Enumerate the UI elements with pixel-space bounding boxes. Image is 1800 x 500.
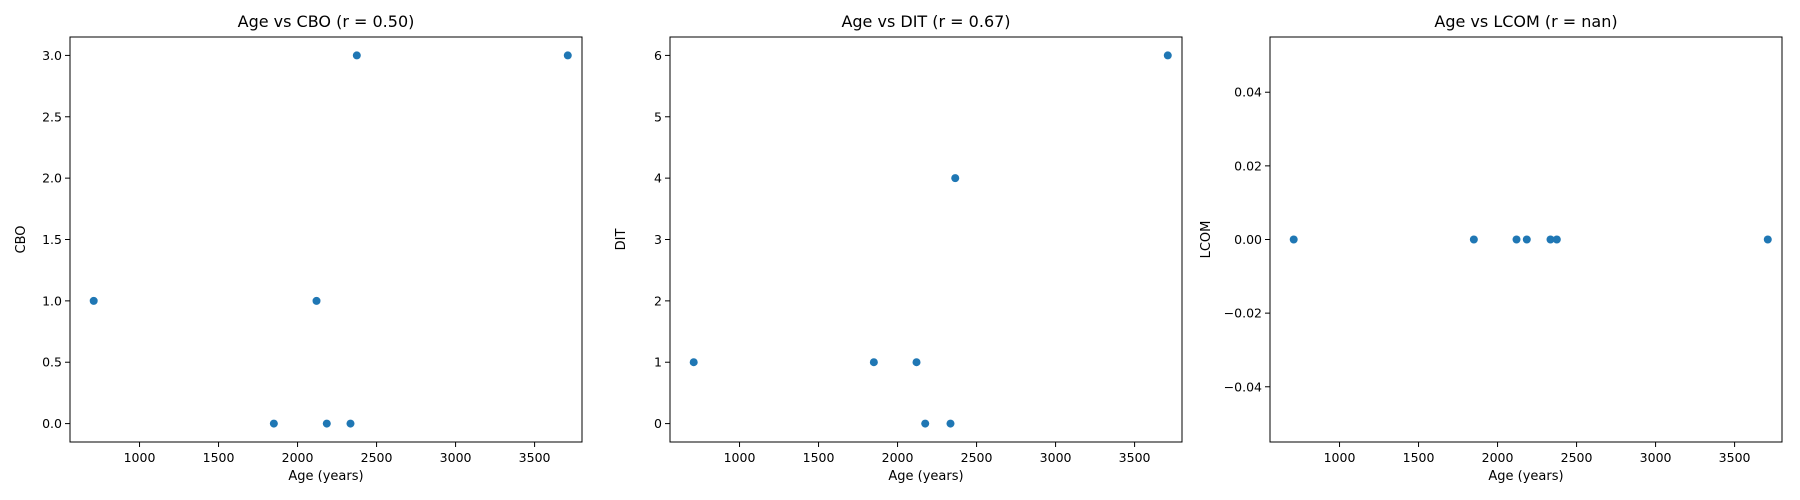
x-axis-label: Age (years) (1488, 469, 1563, 484)
y-axis-label: LCOM (1199, 221, 1214, 259)
x-tick-label: 2500 (1561, 450, 1593, 465)
data-point (869, 358, 878, 367)
data-point (563, 51, 572, 60)
x-tick-label: 1500 (1403, 450, 1435, 465)
x-tick-label: 3500 (1719, 450, 1751, 465)
x-tick-label: 2000 (282, 450, 314, 465)
data-point (322, 419, 331, 428)
x-tick-label: 3000 (1040, 450, 1072, 465)
data-point (1512, 235, 1521, 244)
x-tick-label: 3000 (1640, 450, 1672, 465)
data-point (951, 174, 960, 183)
y-tick-label: 3.0 (42, 48, 62, 63)
x-tick-label: 1000 (124, 450, 156, 465)
data-point (921, 419, 930, 428)
y-tick-label: 2 (654, 293, 662, 308)
x-tick-label: 1000 (1324, 450, 1356, 465)
y-tick-label: 2.5 (42, 109, 62, 124)
data-point (346, 419, 355, 428)
chart-panel-1: Age vs CBO (r = 0.50) 1000 1500 2000 2500 300… (14, 12, 583, 484)
x-tick-label: 1000 (724, 450, 756, 465)
x-tick-label: 3500 (1119, 450, 1151, 465)
data-point (912, 358, 921, 367)
x-tick-label: 2500 (961, 450, 993, 465)
data-point (1546, 235, 1555, 244)
y-tick-label: 0.00 (1234, 232, 1262, 247)
data-point (1763, 235, 1772, 244)
y-tick-label: 1.0 (42, 293, 62, 308)
y-tick-label: 2.0 (42, 171, 62, 186)
x-tick-label: 1500 (203, 450, 235, 465)
data-point (1163, 51, 1172, 60)
chart-title: Age vs DIT (r = 0.67) (841, 12, 1010, 31)
y-axis-label: CBO (14, 226, 29, 254)
data-point (1469, 235, 1478, 244)
y-tick-label: 3 (654, 232, 662, 247)
y-tick-label: 0.02 (1234, 158, 1262, 173)
data-point (1289, 235, 1298, 244)
y-tick-label: −0.02 (1224, 306, 1262, 321)
x-tick-label: 3500 (519, 450, 551, 465)
chart-panel-3: Age vs LCOM (r = nan) 1000 1500 2000 2500 300… (1199, 12, 1783, 484)
x-tick-label: 2000 (1482, 450, 1514, 465)
y-tick-label: 5 (654, 109, 662, 124)
x-tick-label: 2500 (361, 450, 393, 465)
chart-title: Age vs LCOM (r = nan) (1434, 12, 1617, 31)
y-tick-label: 0.04 (1234, 85, 1262, 100)
data-point (89, 296, 98, 305)
data-point (946, 419, 955, 428)
y-tick-label: 6 (654, 48, 662, 63)
data-point (312, 296, 321, 305)
y-tick-label: −0.04 (1224, 379, 1262, 394)
y-tick-label: 0 (654, 416, 662, 431)
y-tick-label: 1.5 (42, 232, 62, 247)
chart-title: Age vs CBO (r = 0.50) (238, 12, 415, 31)
data-point (352, 51, 361, 60)
data-point (689, 358, 698, 367)
chart-panel-2: Age vs DIT (r = 0.67) 1000 1500 2000 2500 300… (614, 12, 1183, 484)
y-tick-label: 1 (654, 355, 662, 370)
x-axis-label: Age (years) (288, 469, 363, 484)
data-point (269, 419, 278, 428)
data-point (1552, 235, 1561, 244)
x-tick-label: 3000 (440, 450, 472, 465)
y-tick-label: 4 (654, 171, 662, 186)
y-tick-label: 0.5 (42, 355, 62, 370)
x-tick-label: 2000 (882, 450, 914, 465)
x-axis-label: Age (years) (888, 469, 963, 484)
y-axis-label: DIT (614, 229, 629, 251)
data-point (1522, 235, 1531, 244)
x-tick-label: 1500 (803, 450, 835, 465)
y-tick-label: 0.0 (42, 416, 62, 431)
